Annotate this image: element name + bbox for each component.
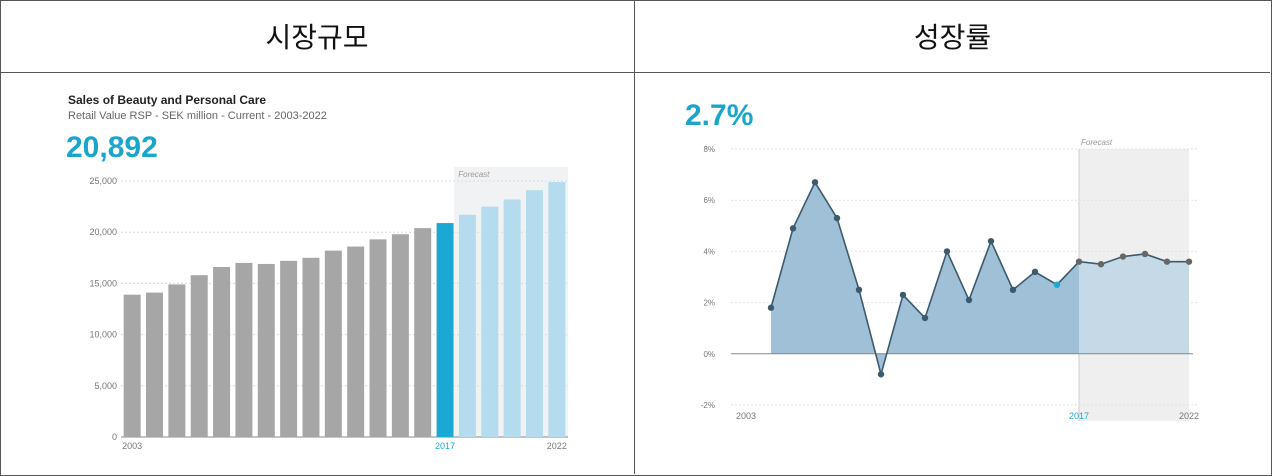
bar (369, 239, 387, 437)
bar (123, 294, 141, 437)
data-point (1119, 253, 1127, 260)
bar (525, 190, 543, 437)
forecast-label: Forecast (1081, 138, 1113, 147)
header-growth-rate: 성장률 (635, 0, 1270, 73)
bar (503, 199, 521, 437)
growth-rate-panel: 2.7% Forecast -2% 0% 2% 4% 6% 8% 2003 2017 2022 (635, 73, 1270, 474)
bar (347, 246, 365, 437)
data-point (1053, 281, 1061, 288)
bar (548, 182, 566, 437)
history-area (771, 182, 1079, 375)
data-point (987, 237, 995, 245)
headline-value: 2.7% (685, 99, 754, 132)
data-point (1075, 258, 1083, 265)
bar (414, 228, 432, 437)
y-tick-label: 20,000 (89, 227, 117, 237)
data-point (1163, 258, 1171, 265)
y-tick-label: -2% (701, 401, 715, 410)
data-point (811, 179, 819, 186)
bar (168, 284, 186, 437)
data-point (1141, 250, 1149, 258)
series-line (770, 180, 1189, 378)
bar (324, 250, 342, 437)
data-point (877, 371, 885, 378)
bar (436, 223, 454, 437)
x-tick-label: 2003 (122, 441, 142, 451)
y-tick-label: 5,000 (94, 381, 117, 391)
x-tick-label: 2017 (1069, 411, 1089, 421)
forecast-area (1079, 253, 1189, 354)
data-point (921, 314, 929, 322)
y-tick-label: 4% (703, 247, 715, 256)
area-chart: Forecast -2% 0% 2% 4% 6% 8% 2003 2017 2022 (701, 138, 1199, 421)
x-tick-label: 2022 (1179, 411, 1199, 421)
headline-value: 20,892 (66, 131, 158, 164)
data-point (767, 304, 775, 311)
y-tick-label: 0% (703, 350, 715, 359)
bar (190, 275, 208, 437)
bar (257, 263, 275, 437)
x-tick-label: 2003 (736, 411, 756, 421)
bar (302, 257, 320, 437)
data-point (1009, 286, 1017, 293)
market-size-panel: Sales of Beauty and Personal Care Retail… (0, 73, 634, 474)
data-point (899, 291, 907, 299)
data-point (965, 296, 973, 304)
bar-chart: Forecast 0 5,000 10,000 15,000 20,000 25,000 20… (89, 167, 568, 451)
forecast-label: Forecast (458, 170, 490, 179)
data-point (1097, 261, 1105, 268)
chart-subtitle: Retail Value RSP - SEK million - Current… (68, 110, 327, 122)
data-point (943, 248, 951, 255)
data-point (833, 214, 841, 222)
y-tick-label: 0 (112, 432, 117, 442)
header-market-size: 시장규모 (0, 0, 635, 73)
bar (235, 262, 253, 437)
bar (458, 214, 476, 437)
data-point (789, 225, 797, 232)
bar (280, 260, 298, 437)
y-tick-label: 15,000 (89, 278, 117, 288)
y-tick-label: 25,000 (89, 176, 117, 186)
data-point (1031, 268, 1039, 276)
data-point (1185, 258, 1193, 265)
y-tick-label: 6% (703, 196, 715, 205)
data-point (855, 286, 863, 293)
x-tick-label: 2017 (435, 441, 455, 451)
y-tick-label: 8% (703, 145, 715, 154)
column-divider (634, 72, 635, 474)
x-tick-label: 2022 (547, 441, 567, 451)
y-tick-label: 10,000 (89, 330, 117, 340)
chart-title: Sales of Beauty and Personal Care (68, 93, 267, 107)
bar (391, 234, 409, 437)
bar (481, 206, 499, 437)
bar (146, 292, 164, 437)
y-tick-label: 2% (703, 299, 715, 308)
bar (213, 267, 231, 437)
